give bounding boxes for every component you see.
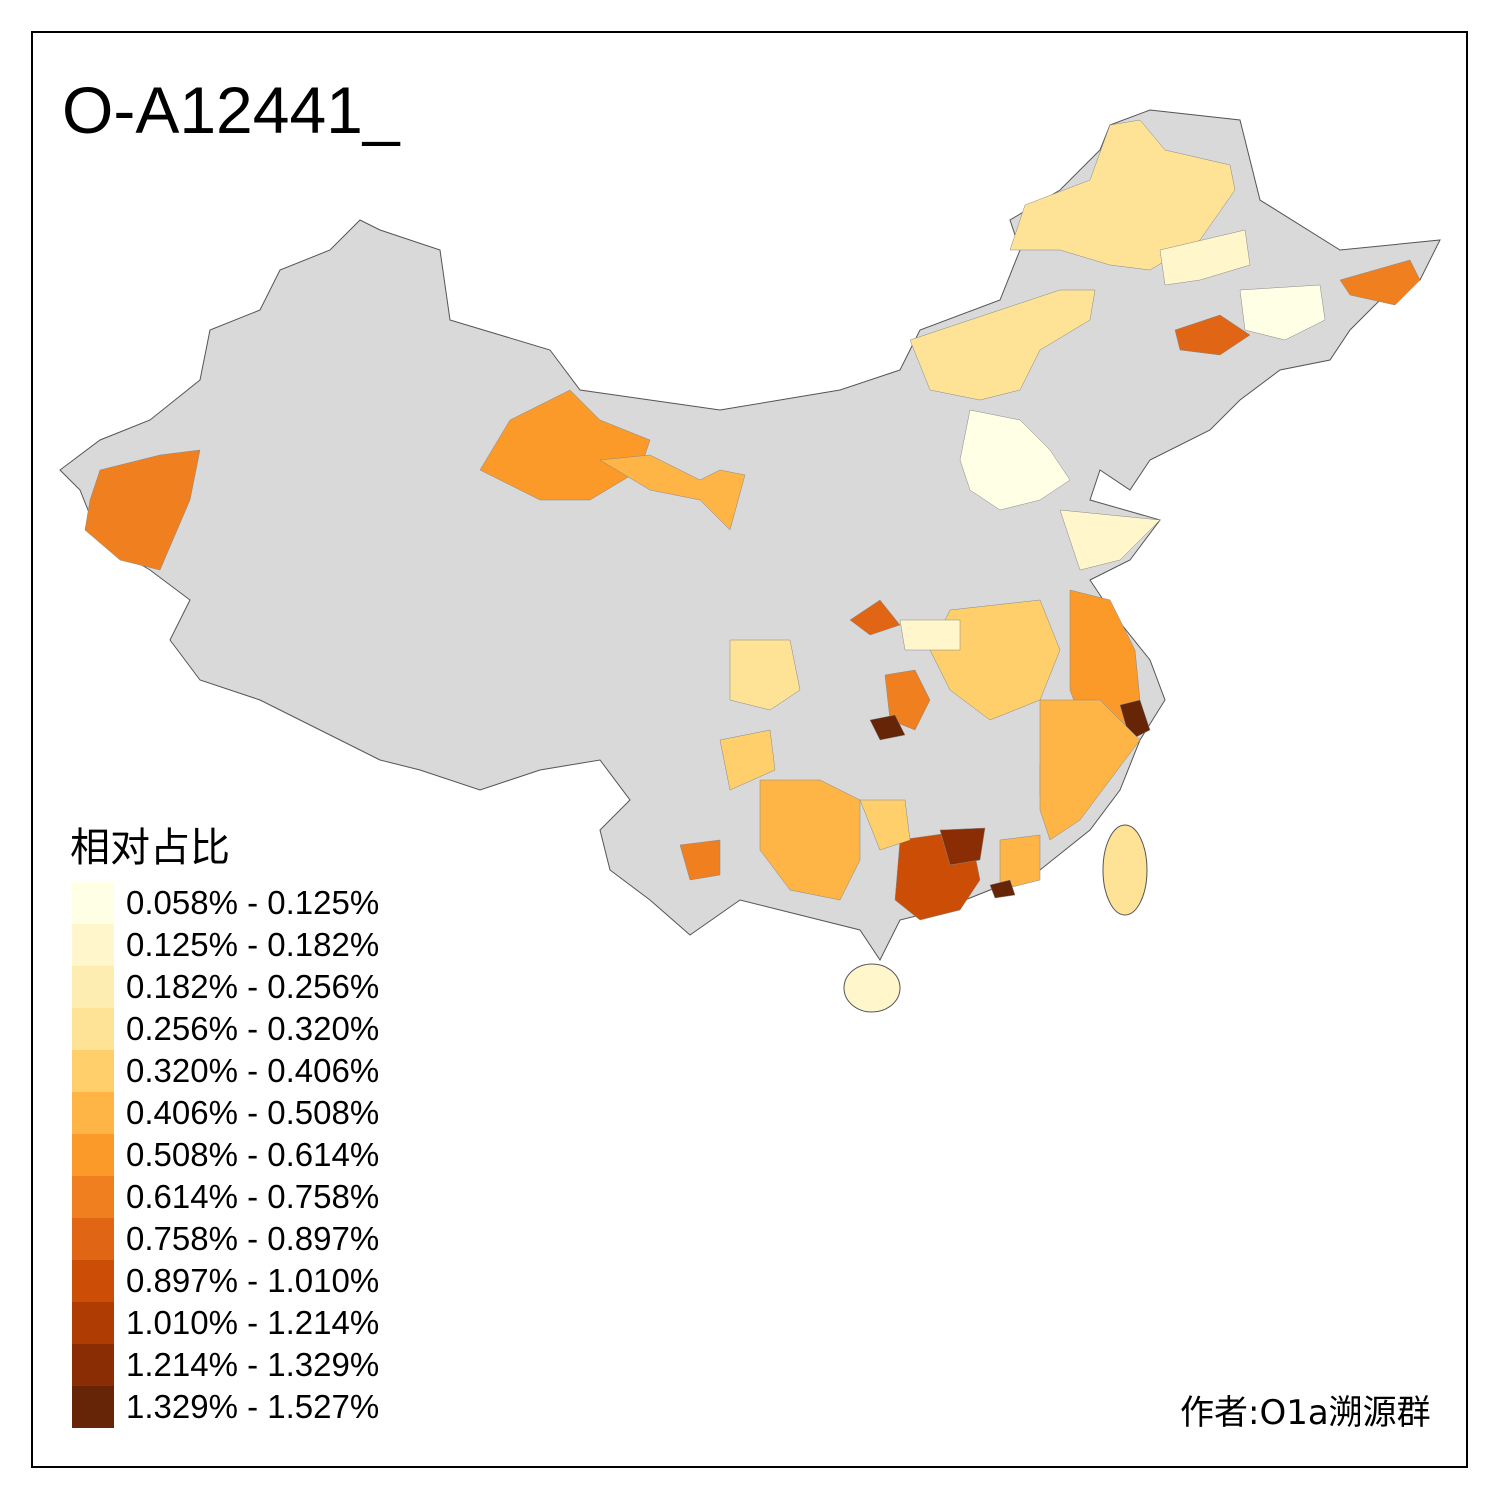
region-shape	[759, 779, 861, 901]
map-title: O-A12441_	[62, 73, 400, 147]
legend-label: 0.320% - 0.406%	[126, 1052, 380, 1089]
region-shape	[959, 409, 1071, 511]
legend-swatch	[72, 1302, 114, 1344]
legend-swatch	[72, 1386, 114, 1428]
region-shape	[849, 599, 901, 636]
legend-label: 0.406% - 0.508%	[126, 1094, 380, 1131]
region-shape	[1239, 284, 1326, 341]
region-shape	[1059, 509, 1161, 571]
legend-item: 0.406% - 0.508%	[72, 1092, 379, 1134]
legend-swatch	[72, 1092, 114, 1134]
legend-label: 0.256% - 0.320%	[126, 1010, 380, 1047]
region-shape	[1009, 119, 1236, 271]
region-shape	[999, 834, 1041, 891]
legend-item: 1.214% - 1.329%	[72, 1344, 379, 1386]
legend-swatch	[72, 1176, 114, 1218]
legend-item: 0.897% - 1.010%	[72, 1260, 379, 1302]
legend-item: 0.256% - 0.320%	[72, 1008, 379, 1050]
legend: 0.058% - 0.125% 0.125% - 0.182% 0.182% - 0…	[72, 882, 379, 1428]
region-shape	[929, 599, 1061, 721]
author-credit: 作者:O1a溯源群	[1180, 1393, 1431, 1433]
legend-label: 0.897% - 1.010%	[126, 1262, 380, 1299]
legend-label: 0.508% - 0.614%	[126, 1136, 380, 1173]
legend-swatch	[72, 882, 114, 924]
legend-label: 1.214% - 1.329%	[126, 1346, 380, 1383]
legend-item: 0.614% - 0.758%	[72, 1176, 379, 1218]
region-shape	[884, 669, 931, 731]
legend-item: 0.058% - 0.125%	[72, 882, 379, 924]
legend-swatch	[72, 966, 114, 1008]
legend-label: 0.058% - 0.125%	[126, 884, 380, 921]
region-shape	[729, 639, 801, 711]
region-shape	[679, 839, 721, 881]
legend-swatch	[72, 1008, 114, 1050]
legend-item: 0.508% - 0.614%	[72, 1134, 379, 1176]
legend-item: 0.182% - 0.256%	[72, 966, 379, 1008]
legend-title: 相对占比	[70, 825, 230, 871]
region-shape	[84, 449, 201, 571]
region-shape	[859, 799, 911, 851]
region-shape	[939, 827, 986, 866]
legend-swatch	[72, 1134, 114, 1176]
region-shape	[909, 289, 1096, 401]
legend-label: 1.329% - 1.527%	[126, 1388, 380, 1425]
region-shape	[1039, 699, 1141, 841]
region-shape	[719, 729, 776, 791]
legend-item: 0.320% - 0.406%	[72, 1050, 379, 1092]
legend-swatch	[72, 1260, 114, 1302]
region-shape	[989, 879, 1016, 899]
region-shape	[479, 389, 651, 501]
legend-label: 0.182% - 0.256%	[126, 968, 380, 1005]
region-shape	[1159, 229, 1251, 286]
legend-label: 0.614% - 0.758%	[126, 1178, 380, 1215]
legend-item: 1.010% - 1.214%	[72, 1302, 379, 1344]
taiwan	[1102, 824, 1148, 916]
region-shape	[1174, 314, 1251, 356]
shaded-regions	[84, 119, 1421, 921]
legend-item: 0.758% - 0.897%	[72, 1218, 379, 1260]
region-shape	[1339, 259, 1421, 306]
region-shape	[899, 619, 961, 651]
region-shape	[599, 454, 746, 531]
legend-label: 0.125% - 0.182%	[126, 926, 380, 963]
legend-item: 1.329% - 1.527%	[72, 1386, 379, 1428]
map-frame	[31, 31, 1468, 1468]
region-shape	[869, 714, 906, 741]
legend-swatch	[72, 924, 114, 966]
legend-swatch	[72, 1344, 114, 1386]
legend-label: 1.010% - 1.214%	[126, 1304, 380, 1341]
hainan	[843, 963, 901, 1013]
legend-label: 0.758% - 0.897%	[126, 1220, 380, 1257]
legend-item: 0.125% - 0.182%	[72, 924, 379, 966]
legend-swatch	[72, 1050, 114, 1092]
legend-swatch	[72, 1218, 114, 1260]
